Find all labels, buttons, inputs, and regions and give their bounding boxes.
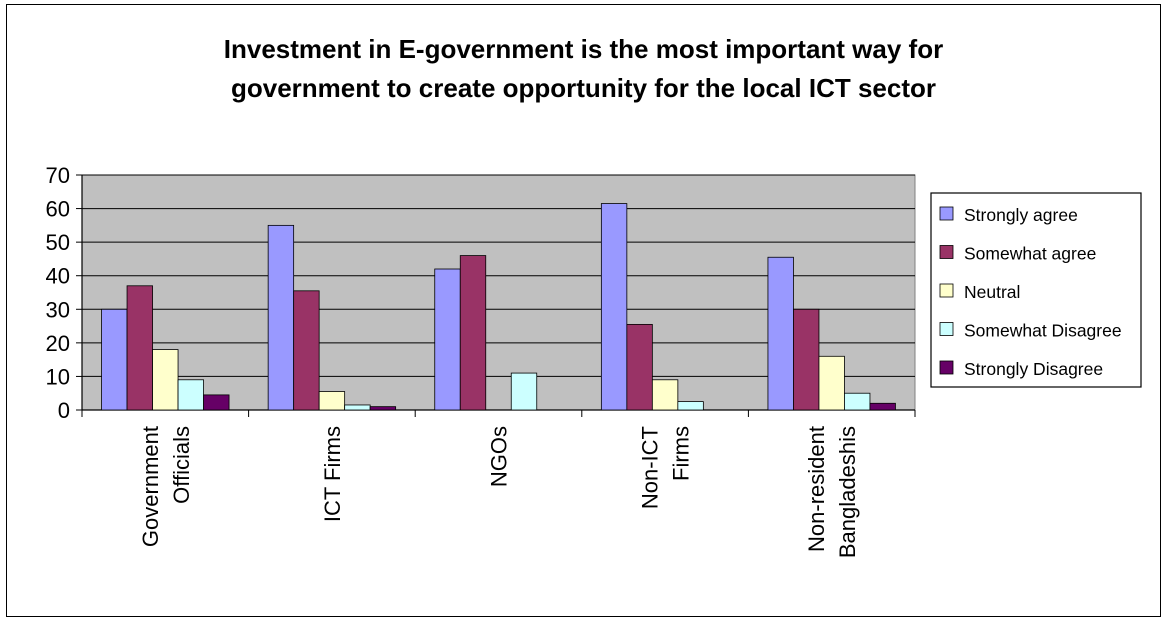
chart-title-line-2: government to create opportunity for the… <box>231 73 936 103</box>
legend-label: Strongly Disagree <box>964 359 1103 379</box>
bar-neutral <box>318 391 346 411</box>
legend-swatch <box>939 322 954 336</box>
bar-somewhat-disagree <box>677 401 704 411</box>
bar-somewhat-disagree <box>844 392 871 411</box>
bar-somewhat-disagree <box>344 404 371 411</box>
legend-swatch <box>939 206 954 221</box>
chart-title-line-1: Investment in E-government is the most i… <box>223 34 944 64</box>
legend-swatch <box>939 360 954 375</box>
bar-somewhat-disagree <box>177 379 204 411</box>
x-category-label: ICT Firms <box>320 426 345 522</box>
y-tick-label: 10 <box>46 364 70 389</box>
x-category-label: NGOs <box>487 426 512 487</box>
bar-strongly-agree <box>767 256 794 411</box>
bar-somewhat-agree <box>293 290 320 411</box>
bar-strongly-disagree <box>203 394 230 411</box>
bar-somewhat-agree <box>626 323 653 411</box>
y-tick-label: 0 <box>58 398 70 423</box>
bar-strongly-agree <box>101 308 128 411</box>
bar-neutral <box>818 355 845 411</box>
y-tick-label: 40 <box>46 264 70 289</box>
x-category-label: Non-resident <box>804 426 829 552</box>
bar-strongly-agree <box>267 224 295 411</box>
x-category-label: Government <box>138 426 163 547</box>
bar-somewhat-agree <box>459 255 487 411</box>
y-tick-label: 50 <box>46 230 70 255</box>
legend-label: Neutral <box>964 282 1020 302</box>
bar-neutral <box>651 379 679 411</box>
bar-neutral <box>152 349 179 411</box>
legend-label: Somewhat Disagree <box>964 321 1122 341</box>
legend-swatch <box>939 283 954 298</box>
bar-strongly-agree <box>600 203 628 411</box>
bar-somewhat-disagree <box>510 372 538 411</box>
bar-somewhat-agree <box>793 308 820 411</box>
y-tick-label: 60 <box>46 197 70 222</box>
x-category-label: Officials <box>169 426 194 504</box>
y-tick-label: 70 <box>46 163 70 188</box>
y-tick-label: 20 <box>46 331 70 356</box>
legend-label: Somewhat agree <box>964 244 1096 264</box>
bar-strongly-disagree <box>369 406 397 411</box>
legend-swatch <box>939 245 954 259</box>
legend-label: Strongly agree <box>964 205 1078 225</box>
x-category-label: Firms <box>669 426 694 481</box>
y-tick-label: 30 <box>46 297 70 322</box>
bar-strongly-agree <box>434 268 461 411</box>
legend <box>930 192 1142 388</box>
bar-somewhat-agree <box>126 285 153 411</box>
chart-title: Investment in E-government is the most i… <box>0 30 1167 108</box>
bar-strongly-disagree <box>869 402 896 411</box>
x-category-label: Non-ICT <box>638 426 663 509</box>
x-category-label: Bangladeshis <box>835 426 860 558</box>
